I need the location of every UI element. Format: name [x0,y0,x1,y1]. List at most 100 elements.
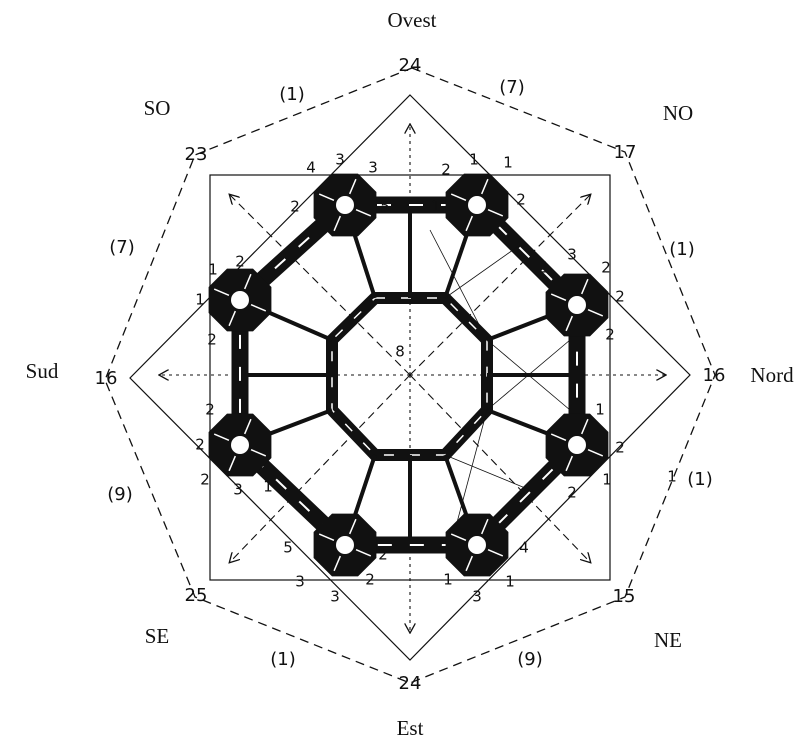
tower-slit [587,448,604,457]
vertex-number: 16 [95,368,118,389]
vaulting [429,229,571,531]
tower-slit [580,418,589,435]
tower-slit [565,455,574,472]
plan-number: 2 [205,401,215,419]
tower-slit [228,310,237,327]
tower-slit [250,448,267,457]
tower-slit [480,178,489,195]
direction-label: Ovest [388,8,437,32]
tower-stair [231,291,249,309]
plan-number: 3 [330,588,340,606]
edge-number: (9) [517,649,543,670]
plan-number: 1 [195,291,205,309]
direction-label: SE [145,624,170,648]
vertex-number: 24 [399,55,422,76]
tower-slit [250,303,267,312]
vertex-number: 17 [614,142,637,163]
tower-stair [336,536,354,554]
building [208,173,609,577]
direction-label: NO [663,101,693,125]
tower-stair [568,436,586,454]
plan-number: 2 [235,253,245,271]
plan-number: 2 [567,484,577,502]
tower-slit [450,533,467,542]
plan-number: 1 [505,573,515,591]
edge-number: (7) [499,77,525,98]
plan-number: 1 [540,259,550,277]
outer-octagon [104,67,716,684]
plan-number: 1 [503,154,513,172]
plan-number: 5 [283,539,293,557]
tower-slit [550,293,567,302]
tower-slit [333,215,342,232]
tower-slit [587,308,604,317]
plan-number: 2 [615,439,625,457]
tower-slit [355,548,372,557]
plan-number: 3 [335,151,345,169]
tower-slit [355,208,372,217]
tower-slit [333,555,342,572]
plan-number: 3 [368,159,378,177]
tower-stair [336,196,354,214]
plan-number: 2 [290,198,300,216]
plan-number: 1 [208,261,218,279]
tower-slit [487,548,504,557]
plan-number: 3 [233,481,243,499]
tower-slit [348,518,357,535]
center-number: 8 [395,343,405,361]
tower-slit [580,278,589,295]
plan-number: 2 [207,331,217,349]
tower-slit [213,288,230,297]
edge-number: (1) [270,649,296,670]
tower-slit [450,193,467,202]
tower-stair [568,296,586,314]
plan-number: 1 [667,468,677,486]
plan-number: 5 [380,198,390,216]
plan-number: 1 [263,478,273,496]
plan-number: 2 [378,546,388,564]
vertex-number: 16 [703,365,726,386]
tower-slit [480,518,489,535]
plan-number: 3 [472,588,482,606]
tower-slit [550,433,567,442]
plan-number: 4 [306,159,316,177]
tower-slit [213,433,230,442]
direction-label: Nord [750,363,794,387]
plan-number: 1 [595,401,605,419]
plan-number: 2 [601,259,611,277]
direction-label: Est [397,716,424,740]
plan-number: 2 [441,161,451,179]
plan-number: 2 [516,191,526,209]
tower-slit [465,555,474,572]
plan-number: 1 [469,151,479,169]
tower-slit [487,208,504,217]
vertex-number: 15 [613,586,636,607]
tower-stair [468,196,486,214]
tower-slit [318,193,335,202]
direction-label: Sud [26,359,59,383]
tower-slit [348,178,357,195]
vertex-number: 24 [399,673,422,694]
tower-slit [243,273,252,290]
tower-slit [318,533,335,542]
edge-number: (1) [279,84,305,105]
plan-number: 1 [602,471,612,489]
plan-number: 3 [295,573,305,591]
tower-slit [243,418,252,435]
edge-number: (1) [669,239,695,260]
plan-number: 2 [195,436,205,454]
direction-label: SO [144,96,171,120]
direction-label: NE [654,628,682,652]
tower-slit [565,315,574,332]
tower-stair [468,536,486,554]
vertex-number: 25 [185,585,208,606]
edge-number: (9) [107,484,133,505]
plan-number: 3 [567,246,577,264]
edge-number: (7) [109,237,135,258]
tower-slit [228,455,237,472]
plan-number: 1 [431,198,441,216]
plan-number: 2 [605,326,615,344]
plan-number: 2 [200,471,210,489]
tower-slit [465,215,474,232]
